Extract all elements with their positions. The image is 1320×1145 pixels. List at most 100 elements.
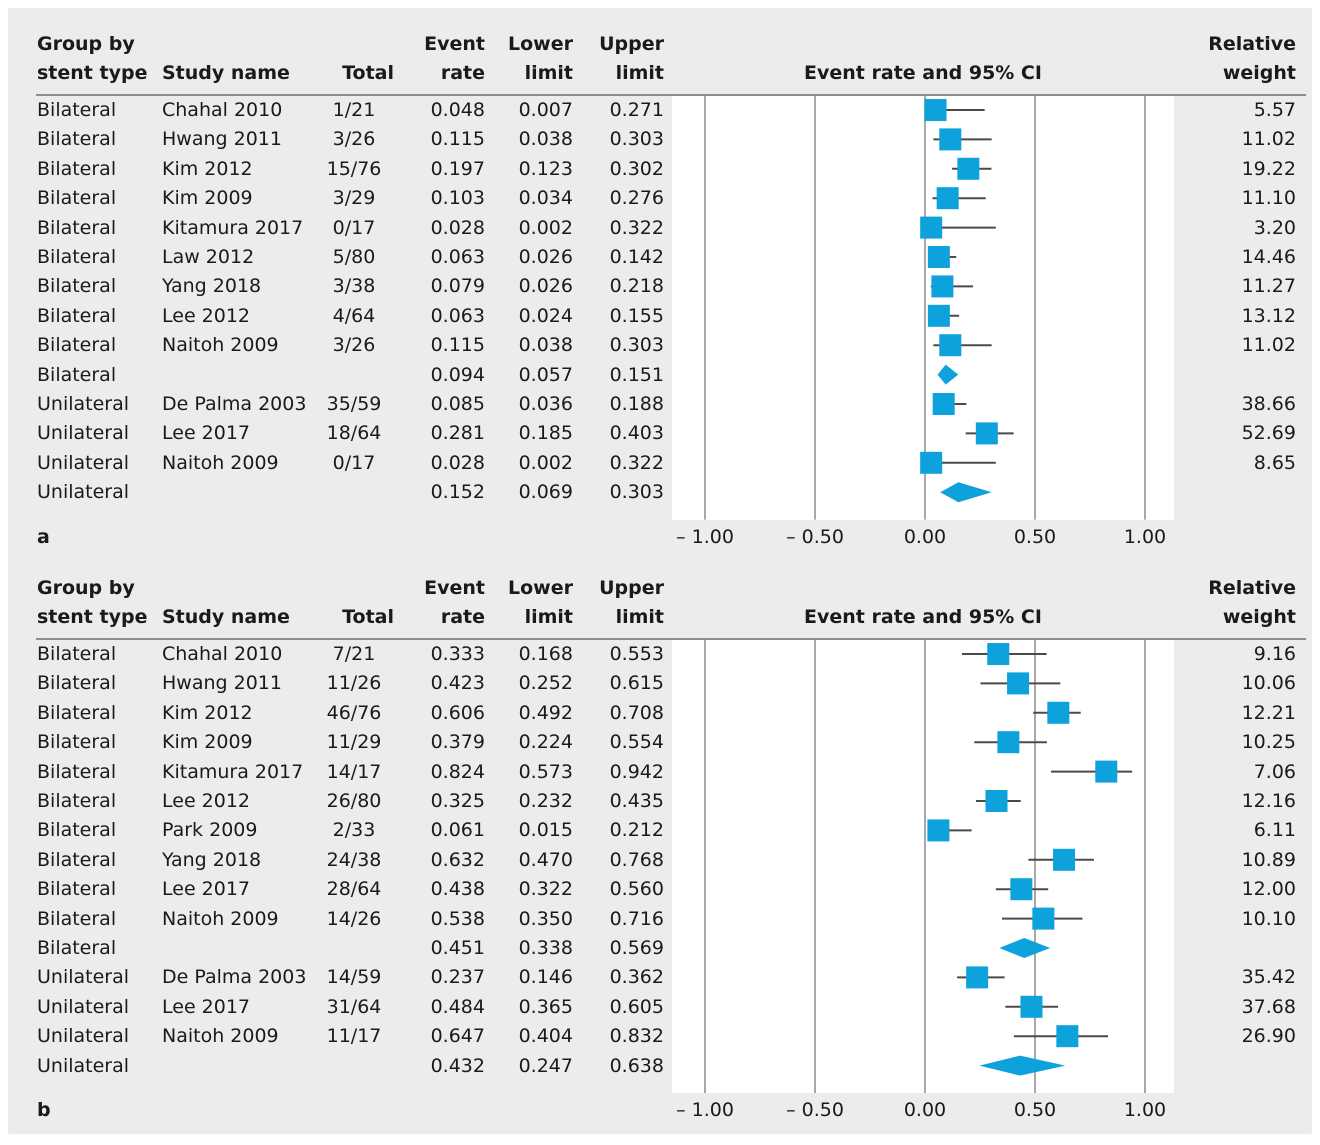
cell-lower-limit: 0.038 (518, 334, 573, 357)
cell-event-rate: 0.606 (430, 701, 485, 724)
cell-upper-limit: 0.569 (609, 937, 664, 959)
cell-study-name: Kim 2009 (162, 187, 253, 210)
cell-group: Bilateral (37, 275, 117, 298)
header-upper-limit-line2: limit (615, 606, 664, 628)
cell-upper-limit: 0.151 (609, 363, 664, 386)
cell-total: 24/38 (326, 848, 382, 871)
x-tick-label: 0.50 (1013, 1099, 1057, 1121)
header-ci-line1 (672, 574, 1174, 603)
cell-group: Unilateral (37, 422, 130, 445)
cell-upper-limit: 0.302 (609, 157, 664, 180)
summary-diamond (979, 1055, 1066, 1076)
point-estimate-marker (1095, 760, 1118, 783)
cell-upper-limit: 0.212 (609, 819, 664, 842)
cell-study-name: Chahal 2010 (162, 643, 283, 665)
cell-lower-limit: 0.002 (518, 451, 573, 474)
header-ci: Event rate and 95% CI (672, 30, 1174, 88)
cell-upper-limit: 0.271 (609, 99, 664, 121)
cell-group: Bilateral (37, 216, 117, 239)
cell-upper-limit: 0.303 (609, 481, 664, 504)
cell-total: 3/26 (332, 128, 376, 151)
cell-event-rate: 0.094 (430, 363, 485, 386)
cell-event-rate: 0.333 (430, 643, 485, 665)
cell-event-rate: 0.647 (430, 1025, 485, 1048)
header-relative-weight-line2: weight (1222, 62, 1296, 84)
header-study-name-line2: Study name (162, 606, 290, 628)
cell-relative-weight: 3.20 (1253, 216, 1296, 239)
cell-group: Bilateral (37, 848, 117, 871)
cell-upper-limit: 0.303 (609, 128, 664, 151)
point-estimate-marker (920, 216, 943, 239)
cell-group: Bilateral (37, 878, 117, 901)
cell-event-rate: 0.063 (430, 304, 485, 327)
cell-relative-weight: 12.21 (1241, 701, 1296, 724)
cell-group: Unilateral (37, 481, 130, 504)
cell-event-rate: 0.028 (430, 216, 485, 239)
cell-lower-limit: 0.573 (518, 760, 573, 783)
cell-event-rate: 0.484 (430, 995, 485, 1018)
cell-upper-limit: 0.435 (609, 790, 664, 812)
cell-relative-weight: 19.22 (1241, 157, 1296, 180)
x-tick-label: 0.00 (903, 1099, 947, 1121)
summary-diamond (999, 938, 1051, 958)
cell-total: 11/26 (326, 672, 382, 695)
cell-group: Bilateral (37, 672, 117, 695)
cell-event-rate: 0.423 (430, 672, 485, 695)
cell-lower-limit: 0.365 (518, 995, 573, 1018)
cell-event-rate: 0.085 (430, 393, 485, 415)
cell-total: 31/64 (326, 995, 382, 1018)
x-tick-label: – 0.50 (786, 1099, 844, 1121)
forest-panel-a: Group by stent type Study name Total Event… (8, 30, 1312, 572)
header-lower-limit-line2: limit (524, 606, 573, 628)
cell-lower-limit: 0.404 (518, 1025, 573, 1048)
cell-event-rate: 0.028 (430, 451, 485, 474)
cell-relative-weight: 10.06 (1241, 672, 1296, 695)
cell-study-name: Lee 2017 (162, 878, 251, 901)
forest-panel-b: Group by stent type Study name Total Event… (8, 574, 1312, 1145)
cell-total: 0/17 (332, 451, 376, 474)
cell-total: 35/59 (326, 393, 382, 415)
cell-upper-limit: 0.142 (609, 246, 664, 268)
cell-relative-weight: 10.10 (1241, 907, 1296, 930)
cell-study-name: Yang 2018 (162, 848, 262, 871)
cell-lower-limit: 0.038 (518, 128, 573, 151)
cell-total: 3/26 (332, 334, 376, 357)
summary-diamond (940, 482, 992, 503)
cell-group: Bilateral (37, 99, 117, 121)
header-event-rate: Event rate (405, 574, 485, 632)
summary-diamond (937, 364, 959, 385)
cell-lower-limit: 0.024 (518, 304, 573, 327)
cell-relative-weight: 52.69 (1241, 422, 1296, 445)
header-study-name: Study name (162, 30, 322, 88)
cell-relative-weight: 11.02 (1241, 128, 1296, 151)
header-upper-limit-line1: Upper (599, 33, 664, 55)
cell-lower-limit: 0.015 (518, 819, 573, 842)
header-relative-weight: Relative weight (1176, 574, 1296, 632)
forest-svg (704, 640, 1146, 1093)
point-estimate-marker (927, 819, 950, 842)
cell-lower-limit: 0.224 (518, 731, 573, 754)
cell-lower-limit: 0.322 (518, 878, 573, 901)
point-estimate-marker (1020, 995, 1043, 1018)
cell-lower-limit: 0.034 (518, 187, 573, 210)
header-group-by: Group by stent type (37, 574, 167, 632)
x-tick-label: 1.00 (1123, 525, 1167, 548)
point-estimate-marker (987, 643, 1010, 665)
cell-upper-limit: 0.605 (609, 995, 664, 1018)
cell-relative-weight: 26.90 (1241, 1025, 1296, 1048)
point-estimate-marker (931, 275, 954, 298)
point-estimate-marker (1053, 848, 1076, 871)
cell-total: 46/76 (326, 701, 382, 724)
cell-relative-weight: 6.11 (1253, 819, 1296, 842)
cell-upper-limit: 0.403 (609, 422, 664, 445)
cell-relative-weight: 12.00 (1241, 878, 1296, 901)
cell-group: Bilateral (37, 246, 117, 268)
header-relative-weight-line2: weight (1222, 606, 1296, 628)
cell-group: Bilateral (37, 760, 117, 783)
cell-total: 14/26 (326, 907, 382, 930)
cell-group: Unilateral (37, 1054, 130, 1077)
header-study-name-line1 (162, 30, 322, 59)
cell-study-name: Chahal 2010 (162, 99, 283, 121)
point-estimate-marker (936, 187, 959, 210)
header-study-name-line2: Study name (162, 62, 290, 84)
